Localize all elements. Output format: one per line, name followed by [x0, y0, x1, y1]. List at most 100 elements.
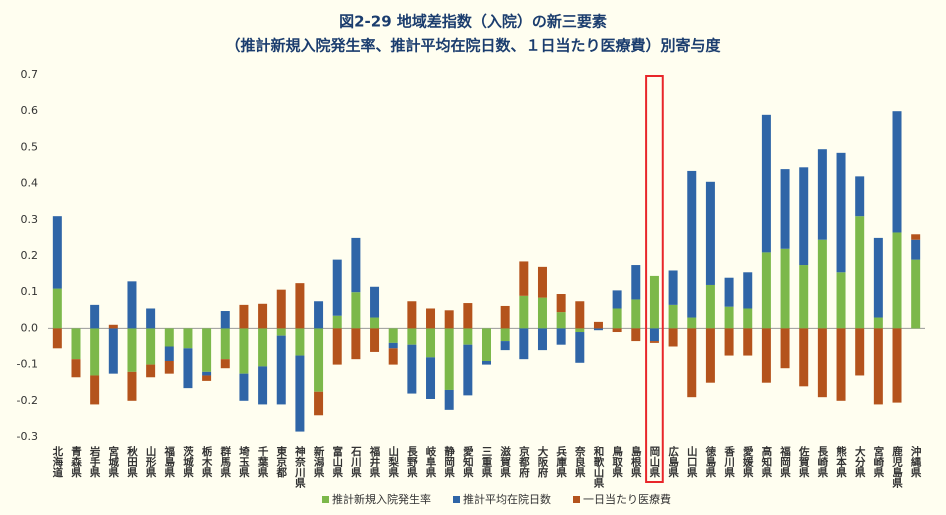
bar-segment: [519, 261, 529, 296]
y-tick-label: -0.3: [17, 430, 38, 443]
bar-segment: [482, 360, 491, 365]
x-tick-label: 秋田県: [126, 445, 138, 478]
bar-segment: [575, 301, 585, 329]
bar-segment: [407, 328, 417, 345]
bar-segment: [724, 306, 734, 329]
bar-segment: [239, 328, 249, 374]
bar-segment: [556, 294, 566, 313]
bar-segment: [780, 328, 790, 369]
bar-segment: [482, 328, 491, 361]
bar-segment: [668, 270, 678, 305]
bar-segment: [687, 317, 697, 329]
y-tick-label: 0.6: [21, 104, 39, 117]
bar-segment: [258, 366, 268, 405]
x-tick-label: 岡山県: [648, 446, 660, 478]
bar-segment: [575, 328, 585, 333]
bar-segment: [295, 355, 305, 432]
x-tick-label: 長野県: [406, 446, 418, 478]
bar-segment: [239, 373, 249, 401]
bar-segment: [426, 328, 436, 358]
bar-segment: [705, 181, 715, 285]
x-tick-label: 石川県: [350, 446, 362, 478]
bar-segment: [351, 237, 361, 293]
bar-segment: [295, 328, 305, 356]
bar-segment: [612, 328, 622, 333]
bar-segment: [612, 308, 622, 329]
bar-segment: [90, 375, 100, 405]
x-tick-label: 山梨県: [387, 445, 399, 478]
x-tick-label: 青森県: [70, 445, 82, 478]
x-tick-label: 島根県: [630, 445, 642, 478]
y-tick-label: 0.2: [21, 249, 39, 262]
bar-segment: [799, 265, 809, 329]
x-tick-label: 滋賀県: [499, 445, 511, 478]
bar-segment: [276, 335, 286, 405]
bar-segment: [202, 328, 212, 372]
bar-segment: [164, 328, 174, 347]
bar-segment: [108, 324, 118, 329]
x-tick-label: 静岡県: [443, 445, 455, 478]
bar-segment: [761, 328, 771, 383]
x-tick-label: 高知県: [760, 445, 772, 478]
bar-segment: [370, 286, 380, 318]
bar-segment: [220, 328, 230, 360]
bar-segment: [612, 290, 622, 309]
bar-segment: [444, 389, 454, 410]
bar-segment: [164, 360, 174, 374]
bar-segment: [276, 328, 286, 336]
bar-segment: [314, 328, 324, 392]
x-tick-label: 新潟県: [313, 445, 325, 478]
bar-segment: [314, 301, 324, 329]
bar-segment: [892, 328, 902, 403]
bar-segment: [836, 272, 846, 329]
bar-segment: [799, 167, 809, 266]
bar-segment: [519, 328, 529, 360]
bar-segment: [575, 332, 585, 363]
bar-segment: [52, 328, 62, 349]
bar-segment: [370, 317, 380, 329]
bar-segment: [631, 265, 641, 300]
y-tick-label: 0.7: [21, 68, 39, 81]
bar-segment: [855, 328, 865, 376]
bar-segment: [687, 328, 697, 398]
bar-segment: [817, 149, 827, 240]
bar-segment: [127, 371, 137, 401]
x-tick-label: 岩手県: [89, 445, 101, 478]
bar-segment: [724, 328, 734, 356]
x-tick-label: 沖縄県: [910, 445, 922, 478]
bar-segment: [892, 111, 902, 233]
bar-segment: [556, 312, 566, 329]
bar-segment: [220, 311, 230, 329]
x-tick-label: 富山県: [331, 445, 343, 478]
bar-segment: [295, 283, 305, 329]
bar-segment: [463, 303, 473, 329]
bar-segment: [500, 341, 510, 351]
bar-segment: [593, 321, 603, 329]
bar-segment: [90, 328, 100, 376]
legend-label: 推計新規入院発生率: [332, 492, 431, 506]
y-tick-label: 0.0: [21, 321, 39, 334]
bar-segment: [332, 315, 342, 329]
x-tick-label: 大阪府: [536, 445, 548, 478]
bar-segment: [892, 232, 902, 329]
bar-segment: [426, 308, 436, 329]
bar-segment: [743, 272, 753, 309]
chart-title: 図2-29 地域差指数（入院）の新三要素: [339, 13, 607, 31]
bar-segment: [537, 297, 547, 329]
y-tick-label: 0.1: [21, 285, 39, 298]
bar-segment: [90, 304, 100, 329]
bar-segment: [743, 308, 753, 329]
bar-segment: [817, 328, 827, 398]
x-tick-label: 岐阜県: [425, 445, 437, 478]
bar-segment: [202, 371, 212, 376]
x-tick-label: 京都府: [518, 445, 530, 478]
bar-segment: [911, 259, 921, 329]
x-tick-label: 佐賀県: [798, 445, 810, 478]
bar-segment: [220, 359, 230, 369]
bar-segment: [743, 328, 753, 356]
bar-segment: [52, 288, 62, 329]
bar-segment: [388, 328, 398, 343]
bar-segment: [164, 346, 174, 361]
bar-segment: [183, 348, 193, 389]
